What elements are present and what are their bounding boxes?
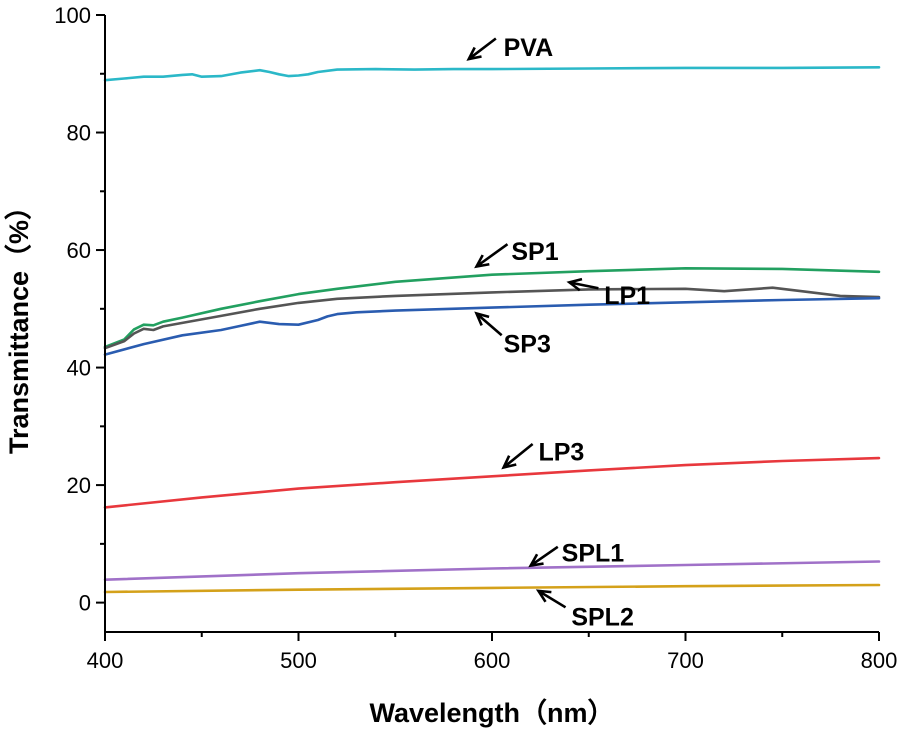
y-tick-label: 40 [67, 356, 91, 381]
series-line-lp3 [103, 456, 881, 509]
annotation-label-spl1: SPL1 [562, 539, 625, 567]
y-tick-label: 0 [79, 591, 91, 616]
series-line-lp1 [103, 286, 881, 350]
annotation-label-sp3: SP3 [504, 330, 551, 358]
x-tick-label: 800 [861, 648, 898, 673]
y-ticks: 0 20 40 60 80 100 [54, 3, 105, 616]
annotation-label-spl2: SPL2 [571, 604, 634, 632]
annotation-arrow-sp1 [474, 243, 509, 269]
annotation-label-lp3: LP3 [538, 438, 584, 466]
series-line-sp1 [103, 267, 881, 349]
y-tick-label: 80 [67, 121, 91, 146]
annotation-arrow-spl1 [528, 545, 559, 568]
annotation-arrow-sp3 [474, 311, 503, 337]
annotation-arrow-spl2 [535, 589, 567, 609]
x-ticks: 400 500 600 700 800 [87, 632, 898, 673]
y-tick-label: 100 [54, 3, 91, 28]
annotations: PVA SP1 LP1 SP3 LP3 SPL1 SPL2 [466, 34, 650, 632]
annotation-label-sp1: SP1 [511, 238, 558, 266]
y-tick-label: 20 [67, 473, 91, 498]
series-layer [103, 66, 881, 594]
series-line-sp3 [103, 296, 881, 356]
annotation-arrow-pva [466, 37, 497, 61]
x-axis-title: Wavelength（nm） [369, 698, 614, 728]
x-tick-label: 500 [280, 648, 317, 673]
axes-layer [104, 15, 879, 633]
annotation-arrow-lp3 [501, 442, 534, 470]
x-tick-label: 400 [87, 648, 124, 673]
series-line-spl1 [103, 560, 881, 581]
annotation-label-lp1: LP1 [604, 282, 650, 310]
x-tick-label: 700 [667, 648, 704, 673]
annotation-label-pva: PVA [504, 34, 554, 62]
y-axis-title: Transmittance（%） [4, 193, 34, 454]
annotation-arrow-lp1 [566, 277, 599, 292]
x-tick-label: 600 [474, 648, 511, 673]
series-line-spl2 [103, 583, 881, 594]
y-tick-label: 60 [67, 238, 91, 263]
series-line-pva [103, 66, 881, 82]
